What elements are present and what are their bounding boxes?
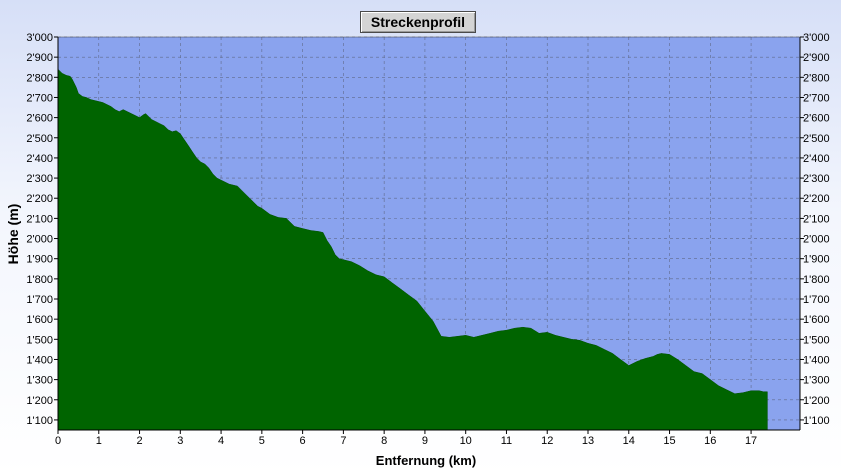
y-tick-label-right: 3'000 [803,32,830,44]
y-axis-ticks-right: 1'100 1'200 1'300 1'400 1'500 1'600 1'700 1'800… [800,32,830,427]
x-tick-label: 9 [422,435,428,447]
y-tick-label-left: 3'000 [26,32,53,44]
y-tick-label-left: 2'700 [26,92,53,104]
x-tick-label: 8 [381,435,387,447]
y-tick-label-right: 1'900 [803,254,830,266]
y-tick-label-right: 2'400 [803,153,830,165]
y-tick-label-right: 2'200 [803,193,830,205]
y-tick-label-right: 2'600 [803,113,830,125]
y-tick-label-right: 1'800 [803,274,830,286]
y-tick-label-right: 1'700 [803,294,830,306]
y-tick-label-left: 1'300 [26,375,53,387]
y-tick-label-left: 2'100 [26,213,53,225]
x-tick-label: 13 [582,435,594,447]
y-tick-label-right: 2'700 [803,92,830,104]
y-tick-label-right: 2'300 [803,173,830,185]
y-tick-label-right: 1'500 [803,334,830,346]
y-tick-label-left: 2'400 [26,153,53,165]
y-tick-label-left: 1'900 [26,254,53,266]
y-tick-label-left: 1'800 [26,274,53,286]
x-tick-label: 7 [340,435,346,447]
y-tick-label-left: 2'500 [26,133,53,145]
y-tick-label-right: 2'100 [803,213,830,225]
y-tick-label-left: 1'600 [26,314,53,326]
y-tick-label-right: 1'600 [803,314,830,326]
x-tick-label: 2 [136,435,142,447]
y-tick-label-right: 2'800 [803,72,830,84]
x-tick-label: 10 [460,435,472,447]
x-tick-label: 5 [259,435,265,447]
x-tick-label: 1 [96,435,102,447]
y-tick-label-left: 1'200 [26,395,53,407]
y-tick-label-right: 1'100 [803,415,830,427]
x-tick-label: 0 [55,435,61,447]
y-tick-label-left: 2'300 [26,173,53,185]
x-tick-label: 16 [704,435,716,447]
y-tick-label-right: 1'300 [803,375,830,387]
y-tick-label-right: 1'400 [803,354,830,366]
x-tick-label: 3 [177,435,183,447]
y-tick-label-left: 1'500 [26,334,53,346]
x-tick-label: 17 [745,435,757,447]
chart-title: Streckenprofil [360,11,476,33]
y-tick-label-left: 1'100 [26,415,53,427]
y-tick-label-left: 1'700 [26,294,53,306]
y-tick-label-left: 2'000 [26,234,53,246]
y-tick-label-right: 2'900 [803,52,830,64]
x-tick-label: 11 [501,435,512,447]
y-tick-label-right: 2'500 [803,133,830,145]
x-axis-label: Entfernung (km) [376,453,476,468]
x-tick-label: 12 [541,435,553,447]
y-axis-ticks-left: 1'100 1'200 1'300 1'400 1'500 1'600 1'700 1'800… [26,32,58,427]
x-axis-ticks: 0 1 2 3 4 5 6 7 8 9 10 11 12 13 14 15 16 17 [55,430,757,447]
y-tick-label-right: 2'000 [803,234,830,246]
y-tick-label-left: 2'600 [26,113,53,125]
x-tick-label: 15 [663,435,675,447]
y-tick-label-right: 1'200 [803,395,830,407]
y-tick-label-left: 2'900 [26,52,53,64]
x-tick-label: 6 [300,435,306,447]
y-tick-label-left: 2'200 [26,193,53,205]
x-tick-label: 14 [623,435,635,447]
elevation-area [57,68,768,431]
x-tick-label: 4 [218,435,224,447]
y-tick-label-left: 2'800 [26,72,53,84]
y-axis-label: Höhe (m) [5,204,21,265]
y-tick-label-left: 1'400 [26,354,53,366]
